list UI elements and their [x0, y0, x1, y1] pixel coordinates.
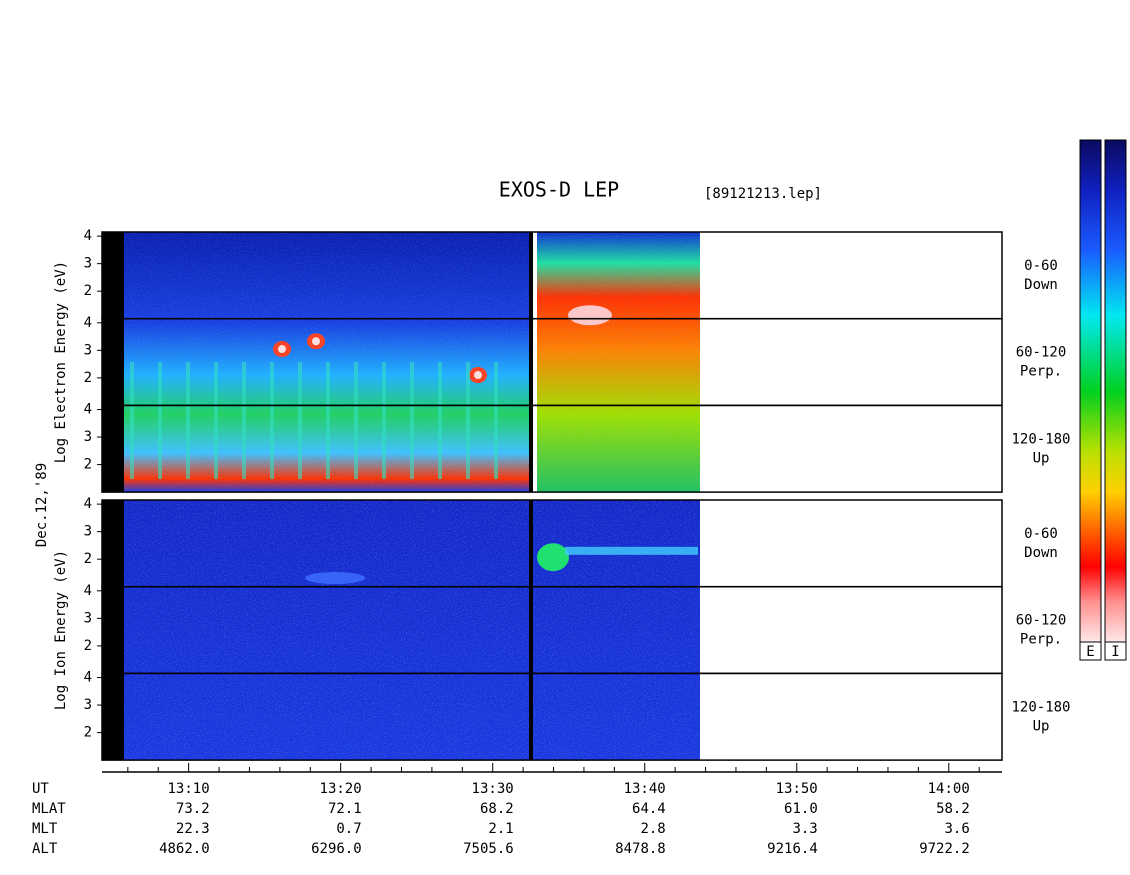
panel-label: 0-60: [1024, 526, 1058, 542]
y-tick-label: 3: [84, 429, 92, 445]
colorbar: [1079, 139, 1102, 643]
panel-label: 60-120: [1016, 345, 1067, 361]
y-tick-label: 2: [84, 725, 92, 741]
y-tick-label: 2: [84, 551, 92, 567]
spectrum-noise: [124, 500, 700, 761]
colorbar-label-box: [1104, 641, 1127, 661]
group-label: Log Electron Energy (eV): [53, 261, 69, 463]
spectrum-noise: [124, 232, 700, 493]
row-value: 61.0: [784, 801, 818, 817]
row-value: 73.2: [176, 801, 210, 817]
row-value: 7505.6: [463, 841, 514, 857]
panel-sublabel: Perp.: [1020, 364, 1062, 380]
panel-sublabel: Perp.: [1020, 632, 1062, 648]
data-gap-left: [102, 500, 124, 761]
panel-group: [102, 500, 1002, 761]
row-value: 4862.0: [159, 841, 210, 857]
row-label: MLAT: [32, 801, 66, 817]
panel-sublabel: Up: [1033, 450, 1050, 466]
no-data: [701, 500, 1002, 761]
panel-label: 60-120: [1016, 613, 1067, 629]
row-value: 2.8: [640, 821, 665, 837]
y-tick-label: 3: [84, 697, 92, 713]
x-tick-label: 13:20: [320, 781, 362, 797]
panel-label: 120-180: [1011, 431, 1070, 447]
row-value: 8478.8: [615, 841, 666, 857]
row-value: 0.7: [336, 821, 361, 837]
x-tick-label: 13:50: [776, 781, 818, 797]
colorbar: [1104, 139, 1127, 643]
y-tick-label: 4: [84, 315, 92, 331]
y-tick-label: 3: [84, 610, 92, 626]
no-data: [701, 232, 1002, 493]
row-label: UT: [32, 781, 49, 797]
title: EXOS-D LEP: [499, 178, 619, 202]
row-value: 3.3: [792, 821, 817, 837]
x-tick-label: 13:40: [624, 781, 666, 797]
y-tick-label: 4: [84, 583, 92, 599]
y-tick-label: 4: [84, 496, 92, 512]
row-value: 9722.2: [919, 841, 970, 857]
y-tick-label: 3: [84, 342, 92, 358]
colorbar-label-box: [1079, 641, 1102, 661]
panel-frame: [101, 672, 1003, 761]
x-tick-label: 14:00: [928, 781, 970, 797]
spectrum-streak: [565, 546, 698, 555]
row-value: 68.2: [480, 801, 514, 817]
y-tick-label: 3: [84, 524, 92, 540]
panel-label: 120-180: [1011, 699, 1070, 715]
row-label: MLT: [32, 821, 58, 837]
y-tick-label: 2: [84, 370, 92, 386]
row-value: 22.3: [176, 821, 210, 837]
group-label: Log Ion Energy (eV): [53, 550, 69, 710]
date-label: Dec.12,'89: [34, 463, 50, 547]
panel-frame: [101, 404, 1003, 493]
x-tick-label: 13:30: [472, 781, 514, 797]
row-value: 9216.4: [767, 841, 818, 857]
panel-sublabel: Down: [1024, 277, 1058, 293]
row-value: 72.1: [328, 801, 362, 817]
row-value: 3.6: [944, 821, 969, 837]
y-tick-label: 2: [84, 457, 92, 473]
y-tick-label: 4: [84, 228, 92, 244]
row-value: 2.1: [488, 821, 513, 837]
y-tick-label: 2: [84, 283, 92, 299]
panel-sublabel: Down: [1024, 545, 1058, 561]
colorbar-label: I: [1111, 644, 1119, 660]
y-tick-label: 3: [84, 256, 92, 272]
y-tick-label: 4: [84, 402, 92, 418]
spectrum-faint: [305, 572, 365, 585]
x-tick-label: 13:10: [167, 781, 209, 797]
panel-label: 0-60: [1024, 258, 1058, 274]
row-label: ALT: [32, 841, 58, 857]
row-value: 64.4: [632, 801, 666, 817]
spectrum-blob: [537, 543, 569, 572]
panel-sublabel: Up: [1033, 718, 1050, 734]
panel-group: [102, 232, 1002, 493]
data-gap-left: [102, 232, 124, 493]
row-value: 6296.0: [311, 841, 362, 857]
data-gap-line: [529, 232, 533, 493]
y-tick-label: 4: [84, 670, 92, 686]
colorbar-label: E: [1086, 644, 1094, 660]
data-gap-line: [529, 500, 533, 761]
file-label: [89121213.lep]: [704, 186, 822, 202]
row-value: 58.2: [936, 801, 970, 817]
y-tick-label: 2: [84, 638, 92, 654]
